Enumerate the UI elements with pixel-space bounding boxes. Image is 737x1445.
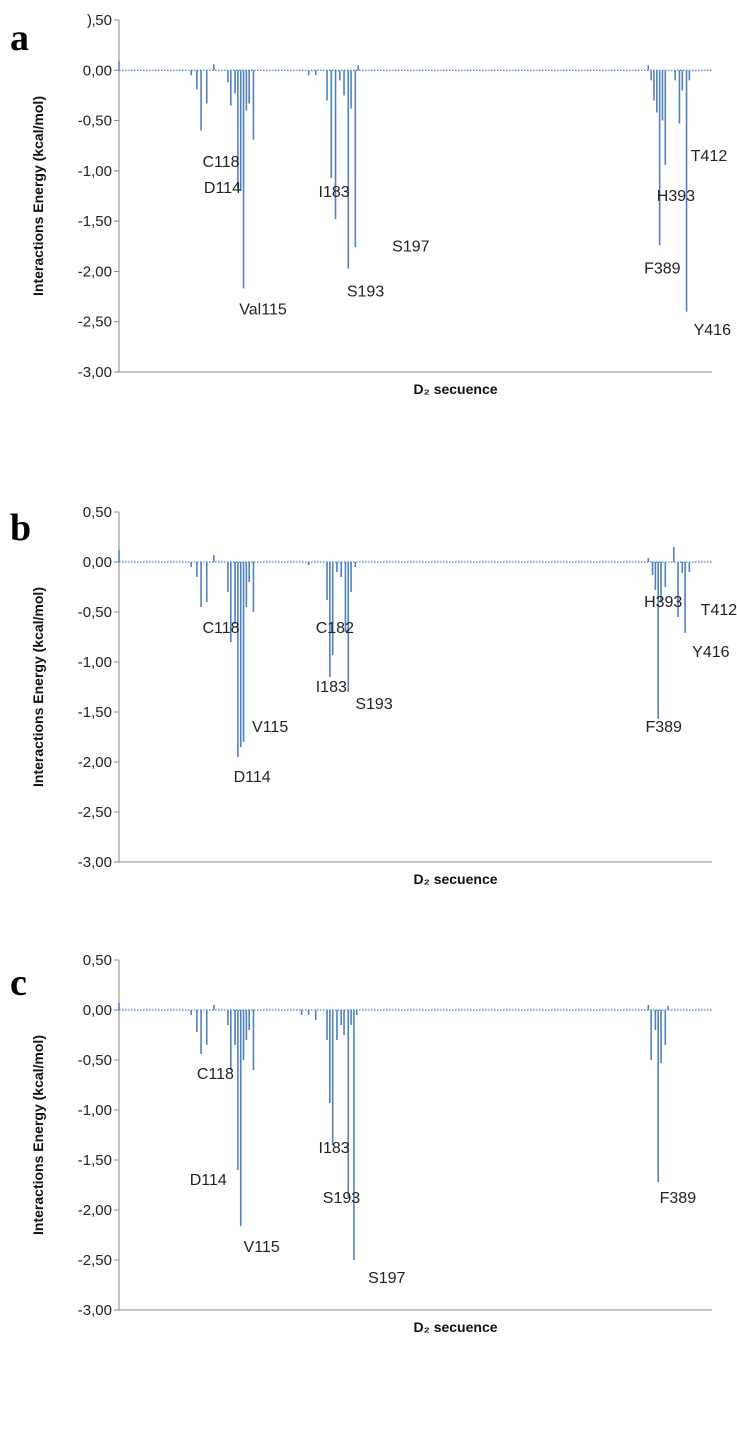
y-tick-label: -1,50 [78,1152,112,1169]
residue-label: S193 [323,1190,360,1207]
y-tick-label: -1,00 [78,1102,112,1119]
residue-label: C118 [203,620,240,637]
y-tick-label: -0,50 [78,1052,112,1069]
residue-label: C182 [316,620,354,637]
y-tick-label: -2,00 [78,1202,112,1219]
y-tick-label: -2,50 [78,1252,112,1269]
y-tick-label: 0,50 [83,504,112,521]
residue-label: F389 [645,719,682,736]
residue-label: S193 [347,284,384,301]
residue-label: C118 [197,1066,234,1083]
y-tick-label: -1,00 [78,654,112,671]
panel-letter: b [10,507,31,549]
y-axis-title: Interactions Energy (kcal/mol) [30,1035,46,1235]
residue-label: Y416 [692,644,729,661]
panel-letter: a [10,17,29,59]
residue-label: T412 [701,602,737,619]
y-tick-label: -0,50 [78,113,112,130]
residue-label: Val115 [239,302,287,319]
x-axis-title: D₂ secuence [413,381,497,397]
residue-label: D114 [204,180,241,197]
y-axis-title: Interactions Energy (kcal/mol) [30,587,46,787]
residue-label: D114 [190,1172,227,1189]
residue-label: S197 [392,238,429,255]
residue-label: Y416 [694,322,731,339]
residue-label: I183 [319,1140,350,1157]
y-tick-label: -2,50 [78,804,112,821]
residue-label: H393 [657,188,695,205]
residue-label: D114 [234,769,271,786]
y-tick-label: -3,00 [78,1302,112,1319]
y-tick-label: -2,00 [78,263,112,280]
y-tick-label: -2,00 [78,754,112,771]
x-axis-title: D₂ secuence [413,1319,497,1335]
residue-label: F389 [644,260,681,277]
residue-label: C118 [203,154,240,171]
residue-label: I183 [319,184,350,201]
y-tick-label: -1,50 [78,704,112,721]
y-tick-label: )‚50 [87,12,112,29]
residue-label: T412 [691,148,728,165]
residue-label: S193 [355,696,392,713]
residue-label: F389 [660,1190,697,1207]
x-axis-title: D₂ secuence [413,871,497,887]
y-tick-label: -3,00 [78,854,112,871]
residue-label: S197 [368,1270,405,1287]
y-tick-label: -0,50 [78,604,112,621]
y-tick-label: -1,00 [78,163,112,180]
y-tick-label: -1,50 [78,213,112,230]
y-tick-label: 0,00 [83,554,112,571]
residue-label: V115 [252,719,288,736]
y-tick-label: 0,00 [83,62,112,79]
panel-letter: c [10,962,27,1004]
y-axis-title: Interactions Energy (kcal/mol) [30,96,46,296]
y-tick-label: 0,50 [83,952,112,969]
y-tick-label: -3,00 [78,364,112,381]
residue-label: I183 [316,679,347,696]
residue-label: V115 [244,1239,280,1256]
residue-label: H393 [644,594,682,611]
y-tick-label: 0,00 [83,1002,112,1019]
y-tick-label: -2,50 [78,314,112,331]
